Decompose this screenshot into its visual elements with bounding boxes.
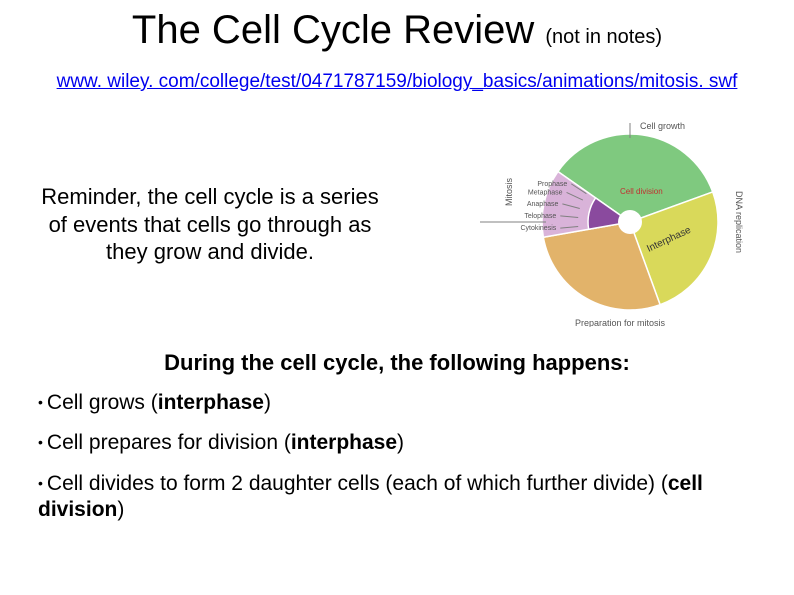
reminder-text: Reminder, the cell cycle is a series of … [40, 183, 380, 266]
subheading: During the cell cycle, the following hap… [0, 350, 794, 376]
bullet-suffix: ) [397, 431, 404, 454]
bullet-suffix: ) [117, 498, 124, 521]
cell-cycle-diagram: Cytokinesis Telophase Anaphase MetaphasePro… [420, 117, 750, 332]
svg-text:Cell division: Cell division [620, 187, 663, 196]
mid-row: Reminder, the cell cycle is a series of … [0, 117, 794, 332]
svg-text:Mitosis: Mitosis [504, 178, 514, 207]
bullet-dot-icon: • [38, 475, 43, 491]
svg-text:DNA replication: DNA replication [734, 191, 744, 253]
svg-text:Cytokinesis: Cytokinesis [520, 225, 556, 232]
list-item: •Cell grows (interphase) [38, 390, 756, 416]
bullet-list: •Cell grows (interphase) •Cell prepares … [0, 390, 794, 523]
svg-text:Telophase: Telophase [524, 213, 556, 220]
svg-text:Cell growth: Cell growth [640, 121, 685, 131]
svg-text:Prophase: Prophase [537, 181, 567, 188]
list-item: •Cell prepares for division (interphase) [38, 430, 756, 456]
svg-text:Anaphase: Anaphase [527, 201, 559, 208]
bullet-dot-icon: • [38, 434, 43, 450]
bullet-suffix: ) [264, 391, 271, 414]
title-note: (not in notes) [545, 26, 662, 48]
page-title: The Cell Cycle Review (not in notes) [0, 0, 794, 53]
bullet-prefix: Cell divides to form 2 daughter cells (e… [47, 472, 668, 495]
svg-text:Metaphase: Metaphase [528, 189, 563, 196]
bullet-bold: interphase [291, 431, 397, 454]
reference-link[interactable]: www. wiley. com/college/test/0471787159/… [0, 71, 794, 93]
title-main: The Cell Cycle Review [132, 8, 534, 52]
bullet-prefix: Cell grows ( [47, 391, 158, 414]
cell-cycle-svg: Cytokinesis Telophase Anaphase MetaphasePro… [420, 117, 750, 327]
list-item: •Cell divides to form 2 daughter cells (… [38, 471, 756, 524]
bullet-bold: interphase [158, 391, 264, 414]
bullet-prefix: Cell prepares for division ( [47, 431, 291, 454]
bullet-dot-icon: • [38, 394, 43, 410]
svg-text:Preparation for mitosis: Preparation for mitosis [575, 318, 666, 327]
